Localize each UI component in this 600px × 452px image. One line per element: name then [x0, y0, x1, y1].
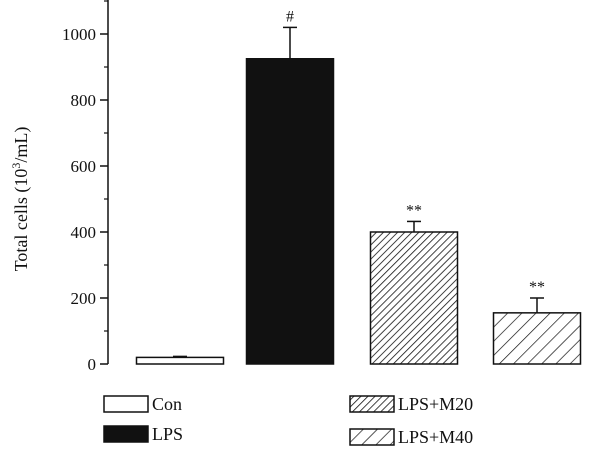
y-tick-label: 200 — [71, 289, 97, 308]
bar-lps-m20 — [369, 231, 459, 365]
y-tick-label: 400 — [71, 223, 97, 242]
legend-swatch-lps-m20 — [349, 395, 395, 413]
y-tick-label: 600 — [71, 157, 97, 176]
y-axis-title-sup: 3 — [9, 163, 23, 169]
y-axis-title-main: Total cells (10 — [11, 169, 32, 272]
legend-swatch-lps — [103, 425, 149, 443]
legend-label-lps-m20: LPS+M20 — [398, 394, 473, 414]
significance-label: # — [286, 8, 294, 25]
y-axis-title: Total cells (103/mL) — [9, 127, 32, 272]
legend-label-con: Con — [152, 394, 182, 414]
legend-label-lps-m40: LPS+M40 — [398, 427, 473, 447]
y-tick-label: 800 — [71, 91, 97, 110]
y-tick-label: 0 — [88, 355, 97, 374]
legend-swatch-lps-m40 — [349, 428, 395, 446]
y-axis-title-tail: /mL) — [11, 127, 32, 163]
bar-con — [135, 356, 225, 365]
y-tick-label: 1000 — [62, 25, 96, 44]
legend-label-lps: LPS — [152, 424, 183, 444]
legend-swatch-con — [103, 395, 149, 413]
bar-lps — [245, 58, 335, 365]
significance-label: ** — [406, 202, 422, 219]
bar-lps-m40 — [492, 312, 582, 365]
significance-label: ** — [529, 279, 545, 296]
